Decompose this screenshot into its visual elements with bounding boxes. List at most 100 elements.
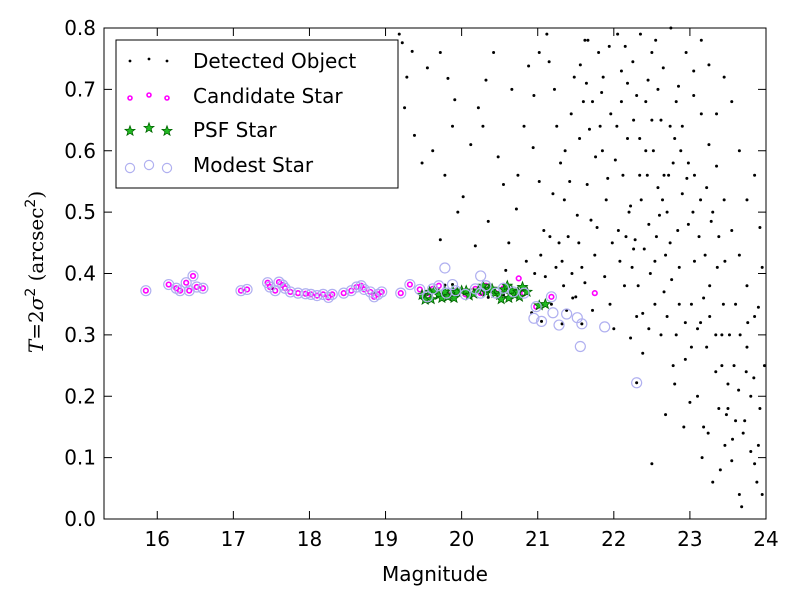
detected-object-point xyxy=(646,78,650,82)
modest-star-point xyxy=(355,280,367,292)
detected-object-point xyxy=(587,127,591,131)
detected-object-point xyxy=(726,382,730,386)
detected-object-point xyxy=(743,419,747,423)
detected-object-point xyxy=(715,265,719,269)
detected-object-point xyxy=(755,480,759,484)
detected-object-point xyxy=(711,210,715,214)
detected-object-point xyxy=(484,78,488,82)
detected-object-point xyxy=(574,295,578,299)
detected-object-point xyxy=(560,322,564,326)
series-modest-star xyxy=(140,262,643,389)
modest-star-point xyxy=(326,288,338,300)
detected-object-point xyxy=(684,51,688,55)
modest-star-point xyxy=(421,291,433,303)
detected-object-point xyxy=(680,124,684,128)
detected-object-point xyxy=(740,505,744,509)
detected-object-point xyxy=(580,265,584,269)
detected-object-point xyxy=(664,253,668,257)
detected-object-point xyxy=(593,253,597,257)
detected-object-point xyxy=(469,143,473,147)
detected-object-point xyxy=(647,222,651,226)
y-tick-label: 0.1 xyxy=(64,446,96,470)
detected-object-point xyxy=(671,364,675,368)
detected-object-point xyxy=(507,241,511,245)
detected-object-point xyxy=(758,407,762,411)
detected-object-point xyxy=(762,364,766,368)
psf-star-point xyxy=(539,297,552,310)
detected-object-point xyxy=(722,75,726,79)
detected-object-point xyxy=(745,345,749,349)
detected-object-point xyxy=(638,173,642,177)
detected-object-point xyxy=(753,462,757,466)
psf-star-point xyxy=(441,290,454,302)
detected-object-point xyxy=(760,492,764,496)
legend-entry-candidate: Candidate Star xyxy=(127,84,343,108)
detected-object-point xyxy=(657,213,661,217)
detected-object-point xyxy=(753,314,757,318)
detected-object-point xyxy=(410,49,414,53)
detected-object-point xyxy=(443,173,447,177)
detected-object-point xyxy=(543,275,547,279)
detected-object-point xyxy=(641,311,645,315)
candidate-star-point xyxy=(515,275,522,282)
detected-object-point xyxy=(708,284,712,288)
detected-object-point xyxy=(714,370,718,374)
y-tick-label: 0.4 xyxy=(64,262,96,286)
detected-object-point xyxy=(568,179,572,183)
detected-object-point xyxy=(531,146,535,150)
detected-object-point xyxy=(702,425,706,429)
modest-star-point xyxy=(574,340,586,353)
detected-object-point xyxy=(644,149,648,153)
detected-object-point xyxy=(645,173,649,177)
detected-object-point xyxy=(756,443,760,447)
modest-star-point xyxy=(358,283,370,296)
detected-object-point xyxy=(562,198,566,202)
detected-object-point xyxy=(532,94,536,98)
modest-star-point xyxy=(284,286,297,298)
detected-object-point xyxy=(686,222,690,226)
detected-object-point xyxy=(683,321,687,325)
detected-object-point xyxy=(638,32,642,36)
detected-object-point xyxy=(578,136,582,140)
detected-object-point xyxy=(595,225,599,229)
detected-object-point xyxy=(659,333,663,337)
detected-object-point xyxy=(438,238,442,242)
detected-object-point xyxy=(583,38,587,42)
x-tick-label: 23 xyxy=(677,527,702,551)
detected-object-point xyxy=(714,333,718,337)
detected-object-point xyxy=(537,179,541,183)
detected-object-point xyxy=(749,394,753,398)
detected-object-point xyxy=(661,66,665,70)
detected-object-point xyxy=(730,100,734,104)
detected-object-point xyxy=(581,100,585,104)
detected-object-point xyxy=(699,198,703,202)
detected-object-point xyxy=(715,164,719,168)
detected-object-point xyxy=(586,38,590,42)
detected-object-point xyxy=(653,302,657,306)
detected-object-point xyxy=(616,229,620,233)
detected-object-point xyxy=(632,118,636,122)
detected-object-point xyxy=(639,198,643,202)
detected-object-point xyxy=(689,345,693,349)
detected-object-point xyxy=(554,265,558,269)
detected-object-point xyxy=(616,32,620,36)
detected-object-point xyxy=(453,98,457,102)
detected-object-point xyxy=(737,253,741,257)
y-tick-label: 0.0 xyxy=(64,507,96,531)
detected-object-point xyxy=(551,192,555,196)
detected-object-point xyxy=(610,241,614,245)
modest-star-point xyxy=(507,286,519,298)
detected-object-point xyxy=(527,64,531,68)
detected-object-point xyxy=(496,155,500,159)
y-tick-label: 0.6 xyxy=(64,139,96,163)
modest-star-point xyxy=(311,289,323,302)
detected-object-point xyxy=(572,75,576,79)
x-tick-label: 21 xyxy=(525,527,550,551)
modest-star-point xyxy=(404,278,416,291)
y-label-t: T xyxy=(24,338,48,353)
detected-object-point xyxy=(539,253,543,257)
modest-star-point xyxy=(576,318,588,330)
legend-box xyxy=(115,39,399,189)
modest-star-point xyxy=(197,282,209,294)
